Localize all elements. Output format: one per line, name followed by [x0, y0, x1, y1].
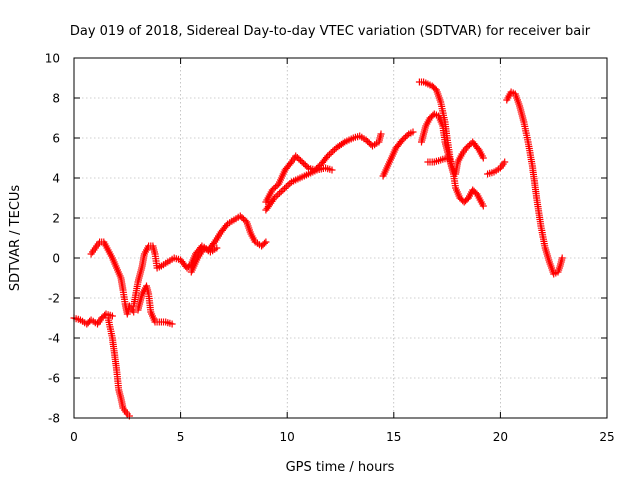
series-5: [187, 244, 221, 276]
y-tick-label: 4: [52, 172, 60, 186]
series-6: [262, 130, 385, 206]
plus-marker-trace: [87, 238, 138, 318]
series-7: [262, 164, 336, 214]
series-10: [418, 110, 487, 210]
y-tick-label: -4: [48, 332, 60, 346]
y-tick-label: -8: [48, 412, 60, 426]
x-tick-label: 10: [280, 430, 295, 444]
x-tick-label: 0: [70, 430, 78, 444]
series-2: [104, 314, 133, 420]
plus-marker-trace: [130, 212, 270, 310]
plus-marker-trace: [379, 128, 417, 180]
plus-marker-trace: [503, 88, 566, 278]
series-12: [484, 158, 509, 178]
y-tick-label: -2: [48, 292, 60, 306]
series-8: [379, 128, 417, 180]
axis-ticks: [73, 57, 608, 419]
y-tick-label: -6: [48, 372, 60, 386]
y-tick-label: 8: [52, 92, 60, 106]
series-3: [130, 212, 270, 310]
x-tick-label: 25: [599, 430, 614, 444]
chart-title: Day 019 of 2018, Sidereal Day-to-day VTE…: [70, 24, 591, 39]
plus-marker-trace: [424, 154, 451, 166]
plus-marker-trace: [484, 158, 509, 178]
series-1: [87, 238, 138, 318]
y-tick-labels: -8 -6 -4 -2 0 2 4 6 8 10: [45, 52, 60, 426]
series-11: [424, 154, 451, 166]
plus-marker-trace: [418, 110, 487, 210]
y-tick-label: 2: [52, 212, 60, 226]
data-series: [70, 78, 566, 420]
series-13: [503, 88, 566, 278]
x-tick-label: 15: [386, 430, 401, 444]
grid-lines: [74, 58, 607, 418]
y-tick-label: 6: [52, 132, 60, 146]
plus-marker-trace: [262, 164, 336, 214]
series-4: [134, 282, 176, 328]
y-tick-label: 10: [45, 52, 60, 66]
x-axis-label: GPS time / hours: [286, 460, 395, 475]
plot-frame: [73, 57, 608, 419]
plus-marker-trace: [104, 314, 133, 420]
x-tick-labels: 0 5 10 15 20 25: [70, 430, 614, 444]
x-tick-label: 5: [177, 430, 185, 444]
plus-marker-trace: [262, 130, 385, 206]
plus-marker-trace: [187, 244, 221, 276]
y-axis-label: SDTVAR / TECUs: [8, 185, 23, 292]
y-tick-label: 0: [52, 252, 60, 266]
x-tick-label: 20: [493, 430, 508, 444]
plus-marker-trace: [134, 282, 176, 328]
